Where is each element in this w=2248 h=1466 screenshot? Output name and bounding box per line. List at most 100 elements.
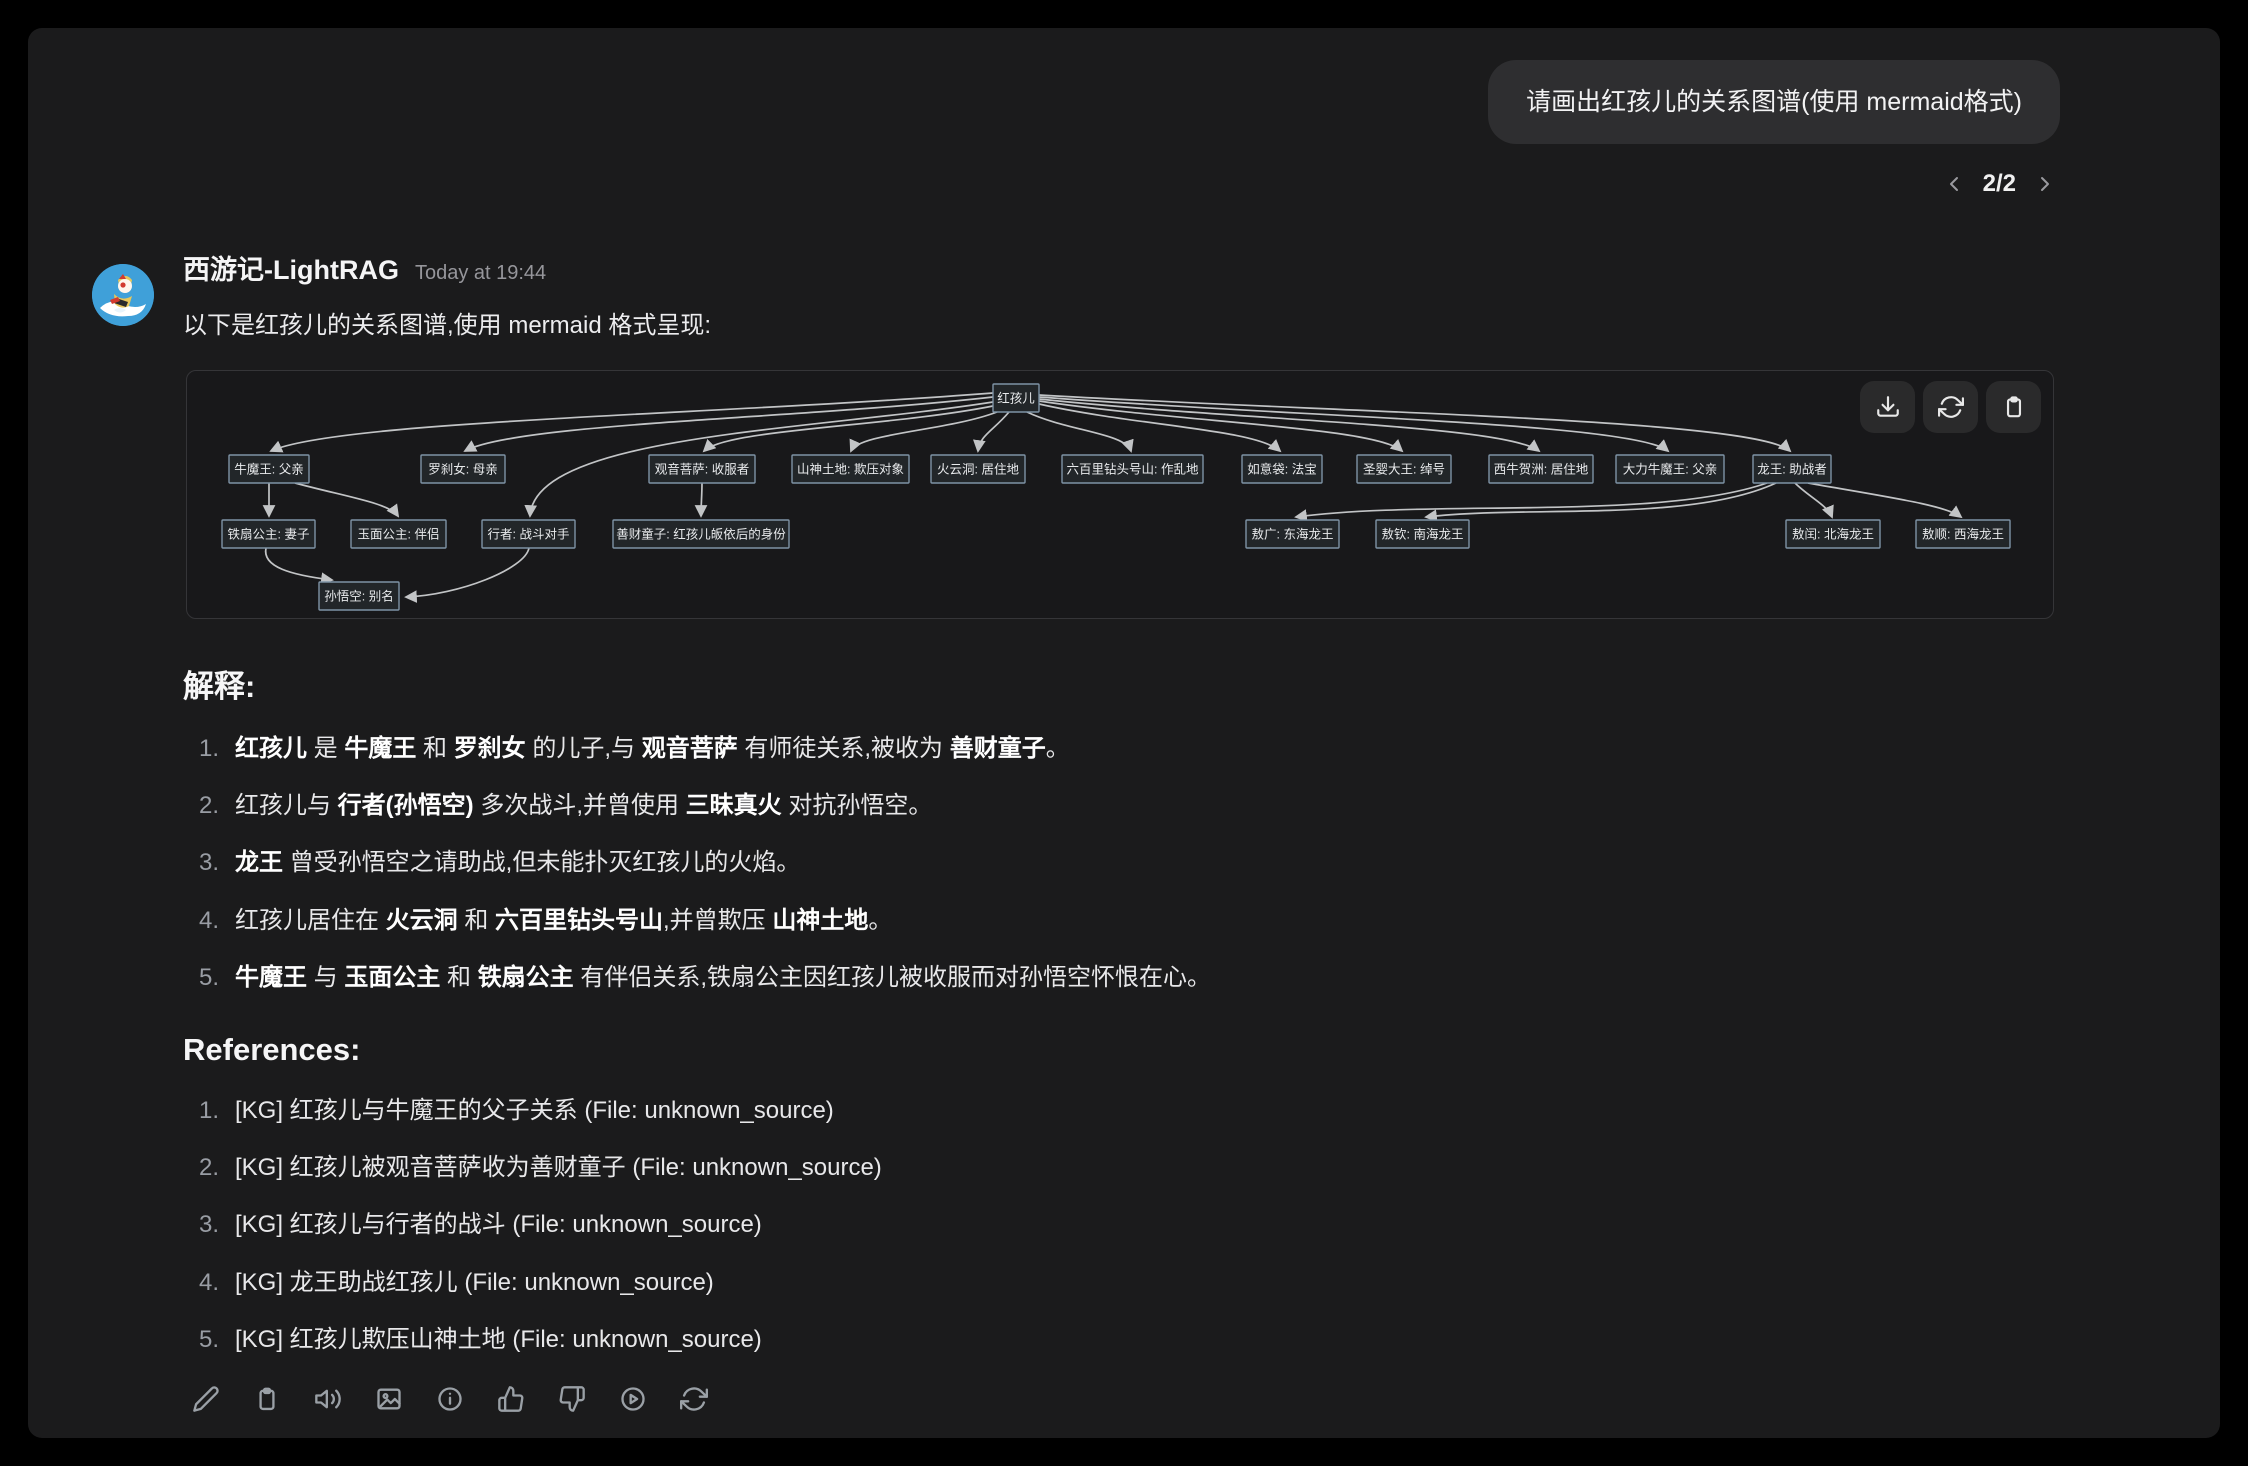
- svg-text:敖钦: 南海龙王: 敖钦: 南海龙王: [1382, 527, 1464, 542]
- list-text: 红孩儿居住在 火云洞 和 六百里钻头号山,并曾欺压 山神土地。: [235, 906, 893, 934]
- graph-node-tieshan: 铁扇公主: 妻子: [221, 519, 316, 549]
- graph-edge-xingzhe-sunwukong: [404, 547, 530, 603]
- list-item: 3. 龙王 曾受孙悟空之请助战,但未能扑灭红孩儿的火焰。: [183, 850, 2102, 875]
- graph-node-dalinmw: 大力牛魔王: 父亲: [1615, 454, 1725, 484]
- list-number: 1.: [198, 735, 219, 762]
- svg-text:观音菩萨: 收服者: 观音菩萨: 收服者: [655, 462, 749, 477]
- graph-node-xiniuhezhou: 西牛贺洲: 居住地: [1488, 454, 1594, 484]
- graph-edge-honghaier-shengying: [1038, 400, 1404, 453]
- svg-text:红孩儿: 红孩儿: [997, 391, 1035, 406]
- svg-text:行者: 战斗对手: 行者: 战斗对手: [488, 528, 570, 542]
- graph-node-aorun: 敖闰: 北海龙王: [1785, 519, 1881, 549]
- assistant-meta: 西游记-LightRAG Today at 19:44: [183, 248, 2102, 287]
- assistant-avatar: [92, 264, 154, 326]
- graph-node-yumian: 玉面公主: 伴侣: [350, 519, 447, 549]
- list-number: 5.: [198, 1325, 219, 1353]
- explanation-heading: 解释:: [183, 669, 256, 704]
- info-icon: [438, 1387, 462, 1411]
- graph-node-guanyin: 观音菩萨: 收服者: [648, 454, 756, 484]
- clipboard-icon: [2006, 396, 2021, 418]
- list-number: 3.: [198, 1211, 219, 1239]
- graph-edge-tieshan-sunwukong: [264, 547, 334, 586]
- list-item: 2. 红孩儿与 行者(孙悟空) 多次战斗,并曾使用 三昧真火 对抗孙悟空。: [183, 793, 2102, 818]
- list-text: [KG] 红孩儿与行者的战斗 (File: unknown_source): [235, 1211, 762, 1239]
- graph-node-xingzhe: 行者: 战斗对手: [481, 519, 576, 549]
- svg-text:善财童子: 红孩儿皈依后的身份: 善财童子: 红孩儿皈依后的身份: [616, 527, 786, 542]
- graph-node-shancai: 善财童子: 红孩儿皈依后的身份: [612, 519, 790, 549]
- graph-edge-honghaier-shanshen: [849, 411, 998, 453]
- graph-node-zuantoushan: 六百里钻头号山: 作乱地: [1061, 454, 1204, 484]
- info-button[interactable]: [435, 1384, 465, 1414]
- user-message-text: 请画出红孩儿的关系图谱(使用 mermaid格式): [1526, 88, 2022, 116]
- prev-page-button[interactable]: [1941, 171, 1967, 197]
- image-icon: [377, 1388, 401, 1410]
- graph-edge-honghaier-huoyundong: [973, 411, 1010, 453]
- svg-text:敖顺: 西海龙王: 敖顺: 西海龙王: [1922, 527, 2004, 542]
- graph-edge-honghaier-niumowang: [269, 392, 994, 453]
- list-text: 红孩儿 是 牛魔王 和 罗刹女 的儿子,与 观音菩萨 有师徒关系,被收为 善财童…: [235, 735, 1070, 762]
- graph-node-shengying: 圣婴大王: 绰号: [1356, 454, 1452, 484]
- graph-node-luochanv: 罗刹女: 母亲: [420, 454, 506, 484]
- diagram-toolbar: [1860, 381, 2041, 433]
- bad-response-button[interactable]: [557, 1384, 587, 1414]
- page-indicator: 2/2: [1982, 170, 2016, 197]
- references-list: 1. [KG] 红孩儿与牛魔王的父子关系 (File: unknown_sourc…: [183, 1098, 2102, 1352]
- list-text: [KG] 红孩儿与牛魔王的父子关系 (File: unknown_source): [235, 1096, 834, 1124]
- monkey-king-avatar-icon: [92, 264, 154, 326]
- regenerate-button[interactable]: [679, 1384, 709, 1414]
- image-button[interactable]: [374, 1384, 404, 1414]
- list-item: 1. 红孩儿 是 牛魔王 和 罗刹女 的儿子,与 观音菩萨 有师徒关系,被收为 善…: [183, 736, 2102, 761]
- graph-node-honghaier: 红孩儿: [992, 383, 1040, 413]
- svg-text:圣婴大王: 绰号: 圣婴大王: 绰号: [1363, 463, 1445, 477]
- assistant-name: 西游记-LightRAG: [183, 255, 399, 285]
- copy-message-button[interactable]: [252, 1384, 282, 1414]
- clipboard-icon: [259, 1387, 275, 1410]
- graph-edge-honghaier-zuantoushan: [1026, 411, 1134, 453]
- svg-text:山神土地: 欺压对象: 山神土地: 欺压对象: [797, 463, 904, 477]
- graph-node-niumowang: 牛魔王: 父亲: [228, 454, 310, 484]
- graph-edge-honghaier-ruyidai: [1038, 403, 1282, 453]
- download-diagram-button[interactable]: [1860, 381, 1915, 433]
- graph-edge-honghaier-guanyin: [702, 405, 994, 453]
- pencil-icon: [193, 1386, 219, 1412]
- svg-text:孙悟空: 别名: 孙悟空: 别名: [324, 589, 393, 604]
- list-item: 5. [KG] 红孩儿欺压山神土地 (File: unknown_source): [183, 1325, 2102, 1353]
- read-aloud-button[interactable]: [313, 1384, 343, 1414]
- graph-edge-honghaier-xingzhe: [524, 401, 994, 518]
- mermaid-diagram-panel: 红孩儿牛魔王: 父亲 罗刹女: 母亲 观音菩萨: 收服者 山神土地: 欺压对象 火云洞:…: [186, 370, 2054, 619]
- list-item: 5. 牛魔王 与 玉面公主 和 铁扇公主 有伴侣关系,铁扇公主因红孩儿被收服而对孙…: [183, 965, 2102, 990]
- copy-diagram-button[interactable]: [1986, 381, 2041, 433]
- graph-edge-honghaier-xiniuhezhou: [1038, 398, 1541, 453]
- next-page-button[interactable]: [2032, 171, 2058, 197]
- assistant-message: 西游记-LightRAG Today at 19:44 以下是红孩儿的关系图谱,…: [92, 236, 2102, 1414]
- svg-text:六百里钻头号山: 作乱地: 六百里钻头号山: 作乱地: [1067, 462, 1199, 477]
- references-heading: References:: [183, 1031, 361, 1067]
- list-text: 龙王 曾受孙悟空之请助战,但未能扑灭红孩儿的火焰。: [235, 849, 801, 877]
- svg-text:火云洞: 居住地: 火云洞: 居住地: [937, 463, 1019, 477]
- graph-edges: [262, 392, 1963, 603]
- graph-node-aoguang: 敖广: 东海龙王: [1245, 519, 1340, 549]
- continue-button[interactable]: [618, 1384, 648, 1414]
- svg-text:铁扇公主: 妻子: 铁扇公主: 妻子: [228, 527, 310, 542]
- list-text: 红孩儿与 行者(孙悟空) 多次战斗,并曾使用 三昧真火 对抗孙悟空。: [235, 792, 933, 820]
- list-number: 4.: [198, 906, 219, 934]
- good-response-button[interactable]: [496, 1384, 526, 1414]
- svg-text:如意袋: 法宝: 如意袋: 法宝: [1247, 462, 1316, 477]
- thumbs-down-icon: [559, 1386, 585, 1412]
- list-item: 2. [KG] 红孩儿被观音菩萨收为善财童子 (File: unknown_sou…: [183, 1155, 2102, 1180]
- graph-edge-honghaier-longwang: [1038, 394, 1792, 453]
- list-item: 4. [KG] 龙王助战红孩儿 (File: unknown_source): [183, 1269, 2102, 1294]
- graph-edge-guanyin-shancai: [694, 482, 708, 518]
- list-text: [KG] 红孩儿欺压山神土地 (File: unknown_source): [235, 1325, 762, 1353]
- graph-edge-niumowang-yumian: [294, 482, 400, 518]
- message-toolbar: [191, 1384, 2102, 1414]
- refresh-diagram-button[interactable]: [1923, 381, 1978, 433]
- graph-edge-longwang-aorun: [1794, 482, 1834, 519]
- edit-button[interactable]: [191, 1384, 221, 1414]
- download-icon: [1876, 396, 1899, 417]
- list-number: 2.: [198, 1154, 219, 1182]
- list-text: [KG] 红孩儿被观音菩萨收为善财童子 (File: unknown_sourc…: [235, 1154, 882, 1182]
- graph-edge-longwang-aoshun: [1807, 482, 1963, 519]
- svg-text:敖广: 东海龙王: 敖广: 东海龙王: [1252, 527, 1334, 542]
